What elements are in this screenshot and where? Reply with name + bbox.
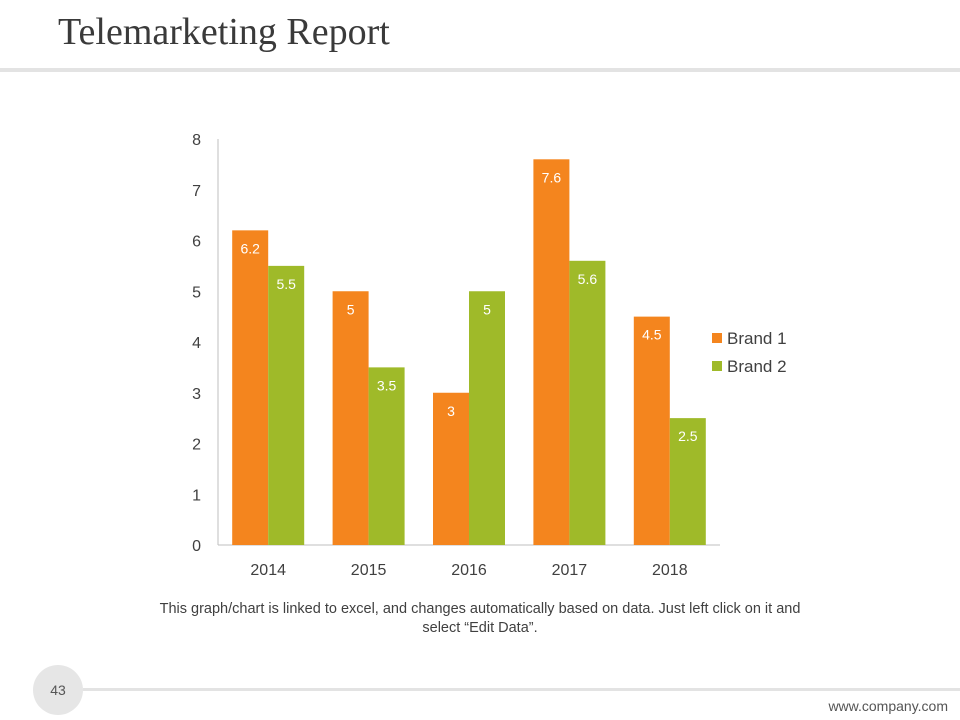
bar-brand-1-2015 [332,291,369,545]
page-number: 43 [50,682,66,698]
page-number-badge: 43 [33,665,83,715]
bar-brand-2-2018 [669,418,706,545]
bar-value-label: 5 [347,301,355,317]
bar-brand-2-2016 [469,291,505,545]
bar-value-label: 3 [447,403,455,419]
bar-value-label: 4.5 [642,327,662,343]
bar-brand-1-2017 [533,159,570,546]
legend-swatch-1 [712,333,722,343]
bar-value-label: 7.6 [542,169,562,185]
bar-value-label: 5.6 [578,271,598,287]
y-tick-label: 5 [192,284,201,301]
bar-brand-1-2018 [633,316,670,545]
y-tick-label: 3 [192,386,201,403]
bar-brand-2-2014 [268,265,305,545]
legend-swatch-2 [712,361,722,371]
legend-label: Brand 1 [727,329,787,348]
bar-brand-2-2017 [569,260,606,545]
bar-value-label: 6.2 [240,240,260,256]
x-tick-label: 2018 [652,562,688,579]
y-tick-label: 7 [192,183,201,200]
y-tick-label: 2 [192,437,201,454]
bar-value-label: 5.5 [276,276,296,292]
bar-brand-2-2015 [368,367,405,545]
title-divider [0,68,960,72]
legend-label: Brand 2 [727,357,787,376]
y-tick-label: 1 [192,487,201,504]
slide-title: Telemarketing Report [58,11,390,53]
y-tick-label: 0 [192,538,201,555]
x-tick-label: 2017 [552,562,588,579]
x-tick-label: 2014 [250,562,286,579]
bar-value-label: 2.5 [678,428,698,444]
y-tick-label: 4 [192,335,201,352]
bar-value-label: 5 [483,301,491,317]
footer-url: www.company.com [828,698,948,714]
x-tick-label: 2016 [451,562,487,579]
chart-caption: This graph/chart is linked to excel, and… [159,601,801,636]
bar-value-label: 3.5 [377,377,397,393]
y-tick-label: 8 [192,132,201,149]
footer-divider [83,688,960,691]
bar-brand-1-2016 [433,392,469,545]
x-tick-label: 2015 [351,562,387,579]
y-tick-label: 6 [192,234,201,251]
bar-brand-1-2014 [232,230,269,545]
